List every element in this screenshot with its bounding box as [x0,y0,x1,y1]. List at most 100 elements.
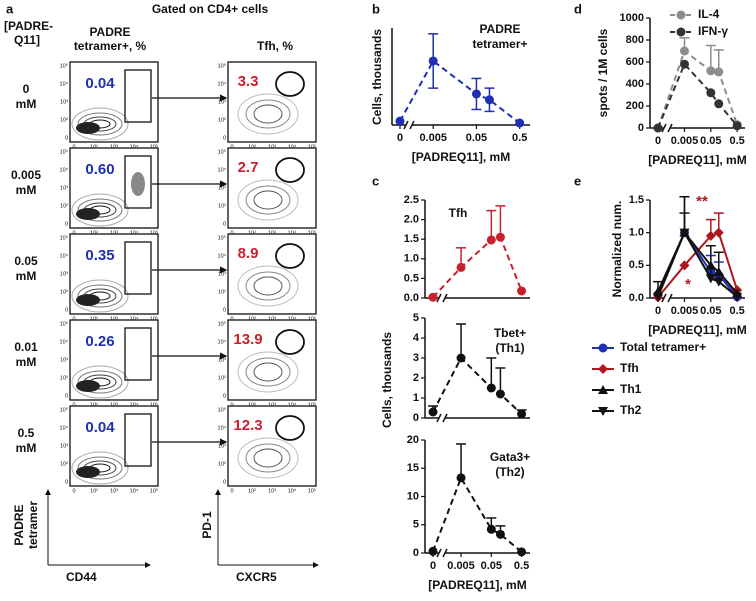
point [428,407,438,417]
axis-break [661,293,667,303]
point [705,274,716,284]
y-tick-label: 2.5 [404,194,419,206]
contour [71,193,129,227]
contour [245,99,291,129]
x-tick-label: 0.005 [671,305,699,317]
point [713,227,724,238]
gate [124,155,152,209]
flow-tick-label: 10⁵ [218,234,226,241]
point [486,235,496,245]
flow-tick-label: 10³ [218,443,226,449]
col-title: Tfh, % [257,39,293,53]
x-axis-label: [PADREQ11], mM [648,153,746,167]
point [679,59,689,69]
tfh-gate [275,329,305,355]
flow-tick-label: 0 [65,393,68,399]
col-title: PADRE [89,25,130,39]
dose-label: mM [16,183,37,197]
contour [77,370,123,394]
dose-label: mM [16,355,37,369]
panel-label: e [574,173,581,188]
flow-tick-label: 10² [60,203,68,209]
y-tick-label: 5 [413,312,419,324]
contour [237,437,299,479]
flow-plot-frame [227,405,317,487]
panel-label: a [6,1,14,16]
x-tick-label: 0.005 [447,560,475,572]
point [471,89,481,99]
flow-tick-label: 0 [65,221,68,227]
point [598,385,608,394]
flow-tick-label: 10⁴ [130,401,139,408]
x-axis-label: [PADREQ11], mM [648,323,746,337]
point [713,277,724,287]
tetramer-value: 0.04 [85,419,115,436]
flow-tick-label: 10⁴ [288,143,297,150]
flow-tick-label: 10⁵ [60,62,68,69]
x-tick-label: 0.5 [514,560,529,572]
legend-label: IL-4 [698,7,720,21]
point [732,292,743,302]
flow-tick-label: 10³ [60,271,68,277]
flow-tick-label: 0 [223,221,226,227]
y-tick-label: 1.0 [629,227,644,239]
flow-tick-label: 10² [60,461,68,467]
y-axis-label: spots / 1M cells [596,28,610,117]
axis-break [442,548,448,558]
dose-label: mM [16,441,37,455]
contour [237,179,299,221]
flow-tick-label: 10⁴ [60,80,69,87]
flow-tick-label: 10⁴ [60,424,69,431]
flow-tick-label: 10⁵ [150,315,158,322]
flow-tick-label: 10³ [268,488,276,494]
flow-tick-label: 10³ [60,185,68,191]
contour [237,265,299,307]
dose-label: mM [16,269,37,283]
flow-tick-label: 10⁵ [218,320,226,327]
flow-tick-label: 10⁴ [60,338,69,345]
flow-tick-label: 10² [218,289,226,295]
tfh-gate [275,71,305,97]
axis-break [436,293,442,303]
flow-tick-label: 10⁵ [60,406,68,413]
y-tick-label: 0 [638,122,644,134]
y-axis-label: Cells, thousands [380,332,394,428]
x-tick-label: 0.5 [512,132,527,144]
x-tick-label: 0.05 [700,305,721,317]
y-axis-label: Cells, thousands [370,29,384,125]
contour [253,448,283,468]
x-tick-label: 0.5 [730,135,745,147]
contour [71,107,129,141]
point [598,407,608,416]
flow-tick-label: 10⁵ [308,401,316,408]
flow-tick-label: 10³ [60,357,68,363]
dose-label: 0.05 [14,254,38,268]
flow-tick-label: 10⁵ [308,143,316,150]
flow-tick-label: 10⁵ [60,148,68,155]
point [495,389,505,399]
point [679,46,689,56]
y-tick-label: 5 [413,519,419,531]
panel-label: c [372,173,379,188]
axis-break [403,120,409,130]
flow-tick-label: 10⁵ [308,229,316,236]
point [456,262,466,272]
point [486,524,496,534]
axis-break [667,293,673,303]
contour [77,198,123,222]
tfh-gate [275,157,305,183]
axis-break [409,120,415,130]
dose-label: 0.5 [18,426,35,440]
annotation: ** [696,193,708,210]
flow-tick-label: 10² [218,375,226,381]
contour [237,93,299,135]
point [495,529,505,539]
flow-tick-label: 10² [218,461,226,467]
tetramer-value: 0.60 [85,161,114,178]
series-line [657,62,738,129]
series-line [657,49,739,129]
y-tick-label: 0 [413,547,419,559]
contour [245,271,291,301]
flow-tick-label: 10⁵ [150,487,158,494]
point [706,88,716,98]
